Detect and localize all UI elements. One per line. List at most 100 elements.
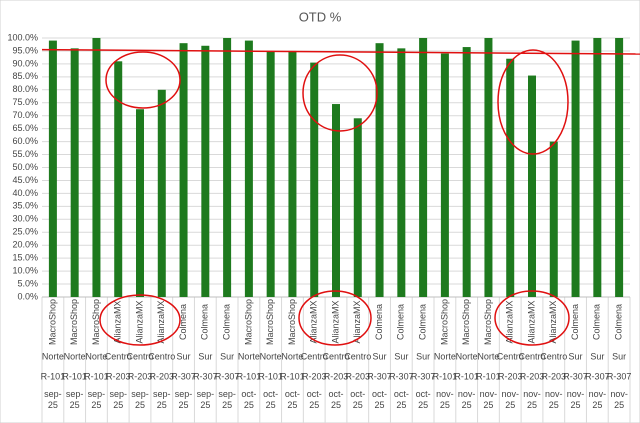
x-route-label: R-203: [498, 371, 523, 381]
bar: [397, 48, 406, 297]
x-route-label: R-101: [62, 371, 87, 381]
highlight-circle: [105, 51, 181, 109]
bar: [288, 50, 297, 298]
highlight-circle: [497, 49, 569, 155]
y-tick-label: 0.0%: [17, 291, 38, 301]
x-region-label: Centro: [148, 351, 175, 361]
x-customer-label: MacroShop: [483, 299, 493, 345]
x-region-label: Centro: [518, 351, 545, 361]
bar: [419, 38, 428, 297]
x-month-label: sep-25: [44, 389, 62, 410]
x-route-label: R-307: [411, 371, 436, 381]
x-region-label: Sur: [177, 351, 191, 361]
x-route-label: R-203: [324, 371, 349, 381]
x-region-label: Norte: [85, 351, 107, 361]
bar: [593, 38, 602, 297]
x-month-label: oct-25: [263, 389, 279, 410]
x-month-label: oct-25: [372, 389, 388, 410]
x-month-label: sep-25: [153, 389, 171, 410]
x-customer-label: MacroShop: [461, 299, 471, 345]
y-tick-label: 45.0%: [12, 175, 38, 185]
bar: [332, 104, 340, 297]
x-route-label: R-101: [454, 371, 479, 381]
bar: [375, 43, 384, 298]
x-month-label: nov-25: [588, 389, 607, 410]
x-region-label: Sur: [416, 351, 430, 361]
x-month-label: oct-25: [415, 389, 431, 410]
bar: [549, 141, 558, 297]
bar: [114, 61, 123, 298]
x-month-label: nov-25: [566, 389, 585, 410]
x-region-label: Centro: [301, 351, 328, 361]
x-region-label: Sur: [373, 351, 387, 361]
x-month-label: nov-25: [501, 389, 519, 410]
x-route-label: R-101: [84, 371, 109, 381]
x-customer-label: AlianzaMX: [113, 300, 123, 343]
x-customer-label: Colmena: [221, 304, 231, 340]
x-month-label: oct-25: [393, 389, 409, 410]
y-tick-label: 40.0%: [12, 188, 38, 198]
y-tick-label: 65.0%: [12, 123, 38, 133]
x-customer-label: AlianzaMX: [330, 300, 340, 343]
x-month-label: oct-25: [350, 389, 366, 410]
highlight-circle: [99, 294, 181, 346]
x-region-label: Centro: [126, 351, 153, 361]
y-tick-label: 55.0%: [12, 149, 38, 159]
x-customer-label: AlianzaMX: [505, 300, 515, 343]
x-route-label: R-101: [476, 371, 501, 381]
x-customer-label: MacroShop: [47, 299, 57, 345]
x-region-label: Sur: [569, 351, 583, 361]
annotations: [99, 49, 570, 346]
x-customer-label: AlianzaMX: [352, 300, 362, 343]
x-region-label: Sur: [590, 351, 604, 361]
bar: [48, 40, 57, 298]
x-customer-label: Colmena: [417, 304, 427, 340]
x-customer-label: AlianzaMX: [156, 300, 166, 343]
x-region-label: Norte: [477, 351, 499, 361]
x-route-label: R-101: [258, 371, 283, 381]
x-route-label: R-203: [302, 371, 327, 381]
x-customer-label: Colmena: [570, 304, 580, 340]
x-region-label: Norte: [281, 351, 303, 361]
x-route-label: R-307: [389, 371, 414, 381]
x-route-label: R-307: [215, 371, 240, 381]
x-region-label: Centro: [497, 351, 524, 361]
x-customer-label: AlianzaMX: [548, 300, 558, 343]
x-month-label: sep-25: [65, 389, 84, 410]
x-route-label: R-203: [346, 371, 371, 381]
bar: [201, 45, 210, 297]
x-route-label: R-307: [193, 371, 218, 381]
y-tick-label: 10.0%: [12, 265, 38, 275]
y-tick-label: 50.0%: [12, 162, 38, 172]
x-month-label: sep-25: [87, 389, 106, 410]
x-customer-label: AlianzaMX: [309, 300, 319, 343]
x-route-label: R-203: [520, 371, 545, 381]
y-tick-label: 70.0%: [12, 110, 38, 120]
x-route-label: R-307: [563, 371, 588, 381]
x-month-label: sep-25: [131, 389, 149, 410]
x-month-label: oct-25: [241, 389, 257, 410]
x-month-label: nov-25: [545, 389, 563, 410]
x-route-label: R-203: [542, 371, 567, 381]
bar: [223, 38, 232, 297]
x-route-label: R-101: [41, 371, 66, 381]
x-month-label: nov-25: [457, 389, 476, 410]
x-customer-label: MacroShop: [69, 299, 79, 345]
x-month-label: sep-25: [109, 389, 127, 410]
y-tick-label: 100.0%: [7, 32, 38, 42]
x-region-label: Centro: [105, 351, 132, 361]
y-tick-label: 25.0%: [12, 227, 38, 237]
x-customer-label: Colmena: [613, 304, 623, 340]
y-tick-label: 20.0%: [12, 240, 38, 250]
x-month-label: sep-25: [218, 389, 236, 410]
y-tick-label: 85.0%: [12, 71, 38, 81]
x-region-label: Norte: [64, 351, 86, 361]
y-tick-label: 80.0%: [12, 84, 38, 94]
bar: [571, 40, 580, 298]
x-month-label: oct-25: [284, 389, 300, 410]
x-customer-label: Colmena: [374, 304, 384, 340]
bar: [136, 109, 144, 297]
x-route-label: R-101: [433, 371, 458, 381]
y-tick-label: 75.0%: [12, 97, 38, 107]
x-customer-label: Colmena: [200, 304, 210, 340]
